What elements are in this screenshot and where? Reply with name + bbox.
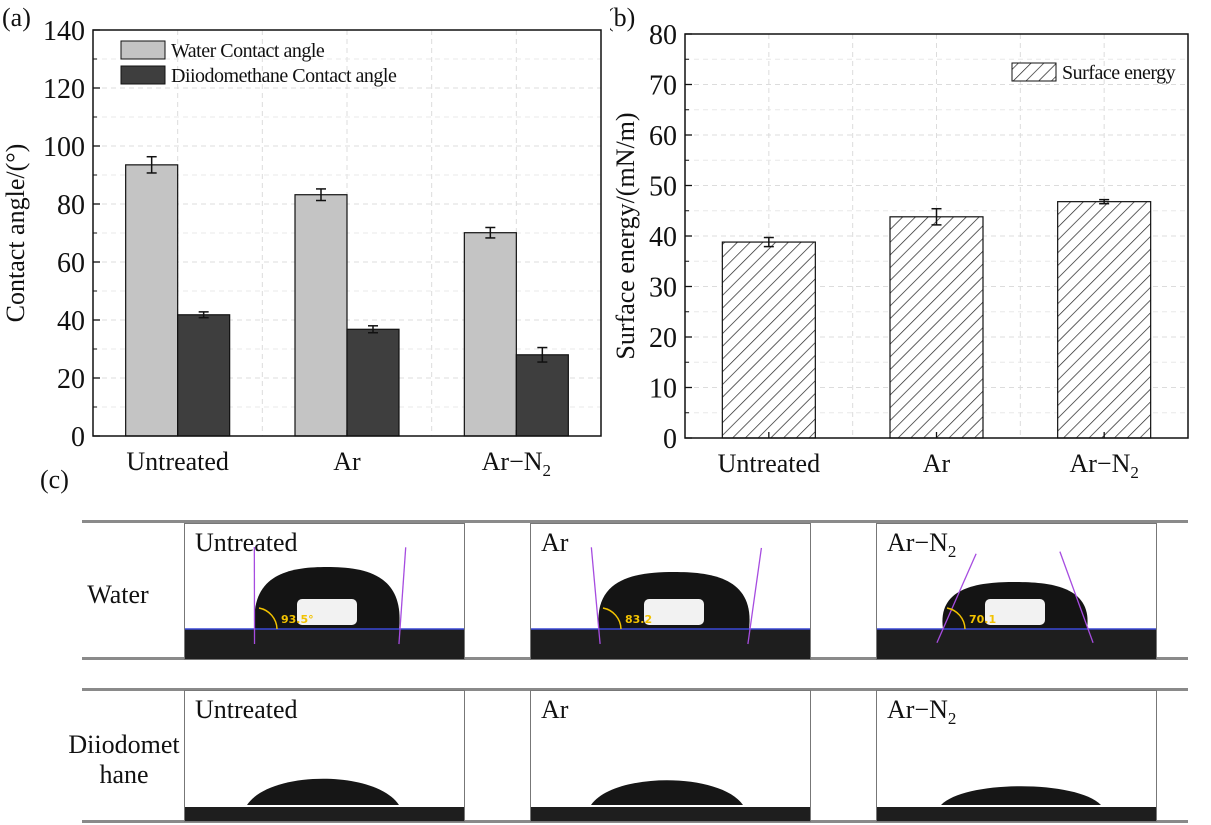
droplet [254, 567, 400, 629]
photo-label: Ar−N2 [887, 695, 957, 729]
angle-arc [258, 607, 278, 630]
substrate [877, 629, 1156, 659]
y-tick-label: 0 [663, 424, 677, 455]
panel-label: (b) [610, 3, 635, 32]
photo-label: Untreated [195, 695, 298, 724]
y-tick-label: 60 [57, 248, 85, 279]
photo-label: Ar−N2 [887, 528, 957, 562]
y-tick-label: 120 [43, 74, 85, 105]
substrate [877, 807, 1156, 821]
tangent-line [1059, 551, 1094, 643]
legend: Surface energy [1011, 62, 1176, 84]
legend-swatch [120, 40, 166, 60]
y-tick-label: 40 [649, 222, 677, 253]
tangent-line [936, 553, 977, 644]
x-tick-label: Untreated [718, 449, 821, 478]
water-droplet-photo: 83.2 Ar [530, 523, 811, 660]
bar [889, 216, 984, 439]
bar [125, 164, 179, 437]
y-tick-label: 140 [43, 16, 85, 47]
angle-value: 93.5° [281, 613, 314, 626]
bar [294, 194, 348, 437]
y-tick-label: 20 [649, 323, 677, 354]
chart-surface-energy: 0 10 20 30 40 50 60 70 80 Untreated Ar Ar−N2 Surface… [610, 3, 1189, 482]
chart-contact-angle: 0 20 40 60 80 100 120 140 Untreated Ar Ar−N2 Contac… [1, 3, 602, 480]
x-tick-label: Ar−N2 [482, 447, 551, 480]
droplet-highlight [985, 599, 1045, 625]
bar [721, 241, 816, 439]
y-tick-label: 80 [57, 190, 85, 221]
x-tick-label: Untreated [126, 447, 229, 476]
y-tick-label: 50 [649, 172, 677, 203]
water-droplet-photo: 70.1 Ar−N2 [876, 523, 1157, 660]
bar [177, 314, 231, 437]
y-tick-label: 30 [649, 273, 677, 304]
y-tick-label: 20 [57, 364, 85, 395]
legend-label: Water Contact angle [171, 40, 325, 62]
droplet [591, 780, 743, 805]
droplet [247, 778, 399, 805]
water-droplet-photo: 93.5° Untreated [184, 523, 465, 660]
y-tick-label: 40 [57, 306, 85, 337]
substrate [185, 629, 464, 659]
row-label-diiodomethane: Diiodomethane [68, 730, 180, 789]
photo-label: Ar [541, 528, 569, 557]
substrate [185, 807, 464, 821]
row-label-water: Water [87, 580, 149, 609]
bar [1057, 201, 1152, 439]
legend-label: Diiodomethane Contact angle [171, 65, 397, 87]
y-tick-label: 0 [71, 422, 85, 453]
y-axis-label: Surface energy/(mN/m) [611, 112, 640, 359]
legend: Water Contact angle Diiodomethane Contact… [120, 40, 397, 87]
bar [463, 232, 517, 437]
diiodomethane-droplet-photo: Ar [530, 690, 811, 822]
legend-swatch [120, 65, 166, 85]
x-tick-label: Ar [923, 449, 951, 478]
y-tick-label: 10 [649, 374, 677, 405]
y-tick-label: 60 [649, 121, 677, 152]
droplet [941, 786, 1101, 805]
x-tick-label: Ar [333, 447, 361, 476]
droplet-highlight [297, 599, 357, 625]
x-tick-label: Ar−N2 [1069, 449, 1138, 482]
substrate [531, 629, 810, 659]
substrate [531, 807, 810, 821]
y-tick-label: 80 [649, 20, 677, 51]
photo-rule [82, 688, 1188, 691]
bar [346, 328, 400, 437]
panel-label-c: (c) [40, 465, 69, 494]
droplet-highlight [644, 599, 704, 625]
legend-swatch [1011, 62, 1057, 82]
photo-label: Untreated [195, 528, 298, 557]
photo-label: Ar [541, 695, 569, 724]
tangent-line [398, 547, 407, 645]
angle-arc [602, 607, 622, 630]
photo-rule [82, 520, 1188, 523]
panel-label: (a) [2, 3, 31, 32]
y-tick-label: 100 [43, 132, 85, 163]
diiodomethane-droplet-photo: Untreated [184, 690, 465, 822]
angle-value: 70.1 [969, 613, 996, 626]
y-axis-label: Contact angle/(°) [1, 144, 30, 323]
legend-label: Surface energy [1062, 62, 1176, 84]
angle-value: 83.2 [625, 613, 652, 626]
angle-arc [946, 607, 966, 630]
tangent-line [590, 547, 601, 645]
bar [515, 354, 569, 437]
diiodomethane-droplet-photo: Ar−N2 [876, 690, 1157, 822]
tangent-line [253, 546, 256, 645]
y-tick-label: 70 [649, 71, 677, 102]
tangent-line [747, 547, 763, 645]
